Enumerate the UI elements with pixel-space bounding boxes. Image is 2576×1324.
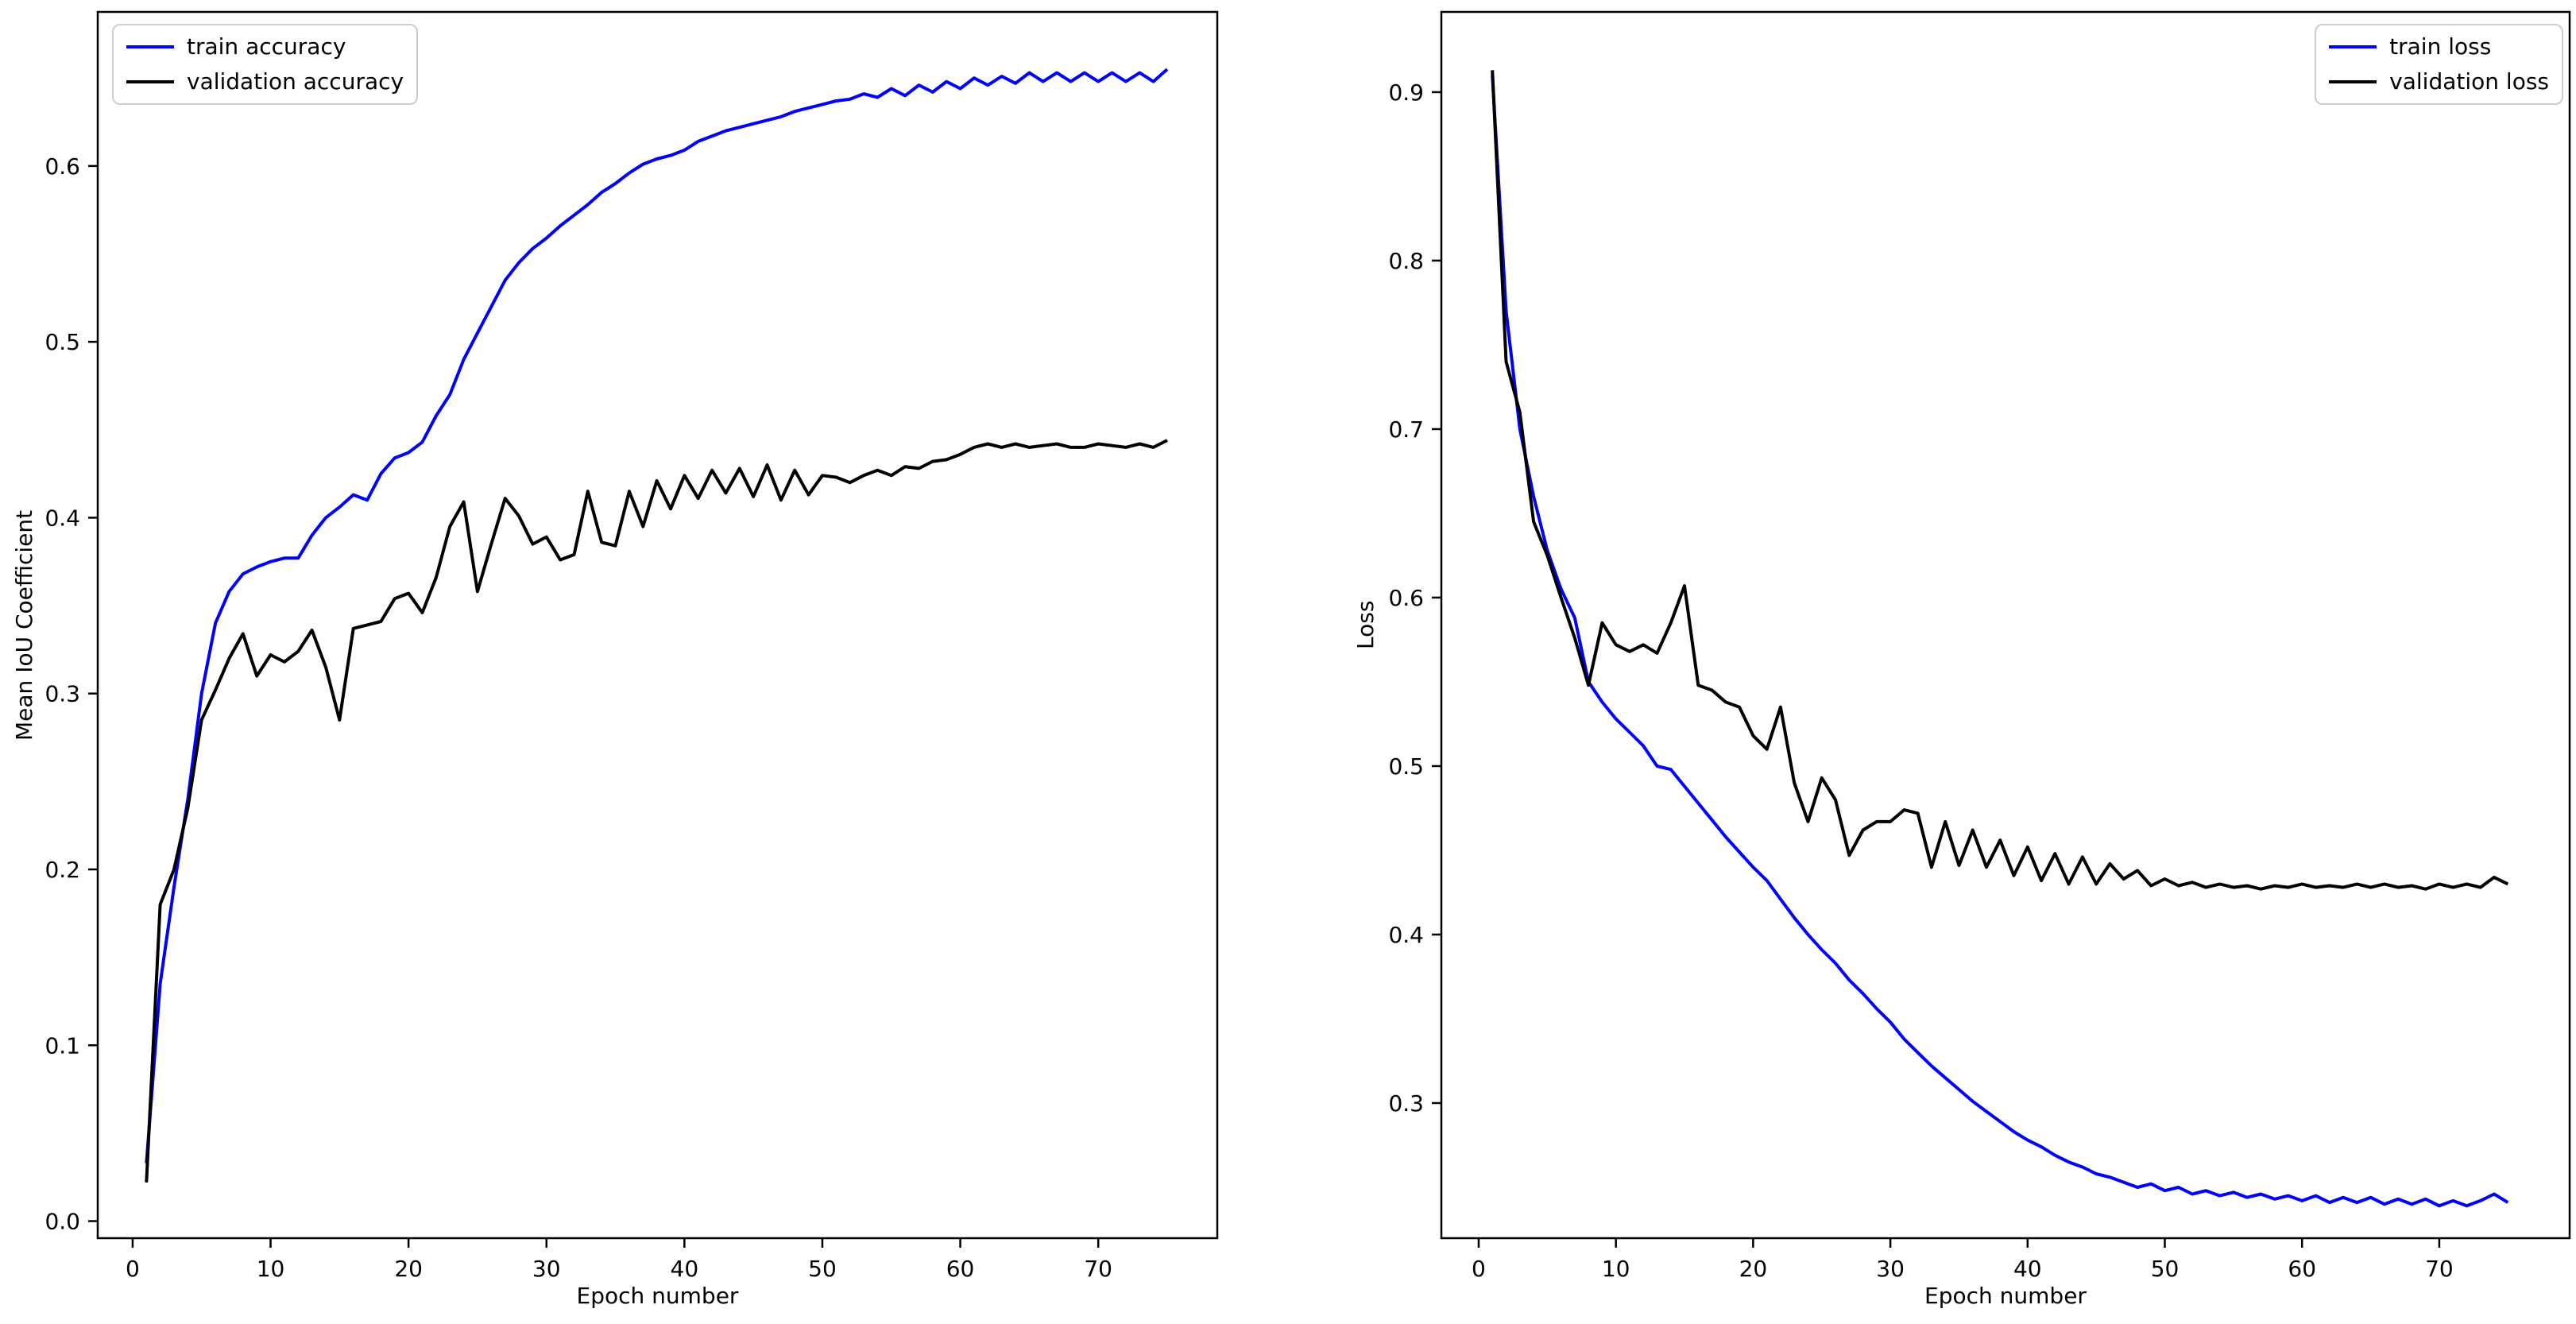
x-tick-label: 60 <box>946 1256 975 1282</box>
x-tick-label: 0 <box>126 1256 140 1282</box>
x-tick-label: 60 <box>2288 1256 2316 1282</box>
x-tick-label: 70 <box>1084 1256 1112 1282</box>
x-tick-label: 0 <box>1472 1256 1486 1282</box>
x-tick-label: 40 <box>2013 1256 2042 1282</box>
legend-entry-train-loss: train loss <box>2329 33 2549 60</box>
left-chart-series-train-accuracy <box>145 68 1169 1163</box>
y-tick-label: 0.2 <box>44 857 80 883</box>
x-tick-label: 50 <box>2151 1256 2180 1282</box>
x-tick-label: 30 <box>1876 1256 1905 1282</box>
y-tick-label: 0.5 <box>1388 753 1424 780</box>
right-chart-series-validation-loss <box>1491 70 2509 891</box>
legend-label: validation loss <box>2389 68 2549 95</box>
right-chart-xlabel: Epoch number <box>1924 1283 2087 1309</box>
y-tick-label: 0.6 <box>44 153 80 180</box>
x-tick-label: 40 <box>671 1256 699 1282</box>
right-chart-legend: train loss validation loss <box>2315 24 2563 105</box>
x-tick-label: 10 <box>1602 1256 1630 1282</box>
y-tick-label: 0.9 <box>1388 79 1424 106</box>
left-chart-ylabel: Mean IoU Coefficient <box>11 509 37 741</box>
x-tick-label: 30 <box>532 1256 561 1282</box>
left-chart-xlabel: Epoch number <box>576 1283 739 1309</box>
y-tick-label: 0.8 <box>1388 248 1424 274</box>
legend-entry-train-accuracy: train accuracy <box>126 33 404 60</box>
validation-loss-line-sample <box>2329 80 2377 83</box>
y-tick-label: 0.7 <box>1388 416 1424 443</box>
right-chart-spines <box>1440 10 2571 1240</box>
x-tick-label: 50 <box>808 1256 837 1282</box>
left-chart-series-validation-accuracy <box>145 439 1168 1183</box>
right-chart: 0 10 20 30 40 50 60 70 0.3 0.4 0.5 0.6 0.7 0.8 0.9 <box>1388 10 2571 1282</box>
left-chart: 0 10 20 30 40 50 60 70 0.0 0.1 0.2 0.3 0.4 0.5 0.6 <box>44 10 1219 1282</box>
y-tick-label: 0.0 <box>44 1209 80 1235</box>
y-tick-label: 0.4 <box>1388 922 1424 948</box>
right-chart-ylabel: Loss <box>1352 600 1379 650</box>
left-chart-spines <box>96 10 1219 1240</box>
y-tick-label: 0.3 <box>1388 1090 1424 1117</box>
legend-label: validation accuracy <box>187 68 404 95</box>
right-chart-series-train-loss <box>1491 75 2509 1208</box>
y-tick-label: 0.4 <box>44 505 80 531</box>
x-tick-label: 70 <box>2425 1256 2454 1282</box>
y-tick-label: 0.3 <box>44 681 80 707</box>
legend-entry-validation-loss: validation loss <box>2329 68 2549 95</box>
legend-label: train loss <box>2389 33 2492 60</box>
legend-entry-validation-accuracy: validation accuracy <box>126 68 404 95</box>
x-tick-label: 20 <box>1739 1256 1768 1282</box>
x-tick-label: 20 <box>394 1256 423 1282</box>
train-accuracy-line-sample <box>126 45 174 48</box>
left-chart-legend: train accuracy validation accuracy <box>112 24 419 105</box>
y-tick-label: 0.1 <box>44 1032 80 1059</box>
y-tick-label: 0.6 <box>1388 585 1424 611</box>
validation-accuracy-line-sample <box>126 80 174 83</box>
legend-label: train accuracy <box>187 33 346 60</box>
train-loss-line-sample <box>2329 45 2377 48</box>
x-tick-label: 10 <box>257 1256 285 1282</box>
y-tick-label: 0.5 <box>44 329 80 355</box>
